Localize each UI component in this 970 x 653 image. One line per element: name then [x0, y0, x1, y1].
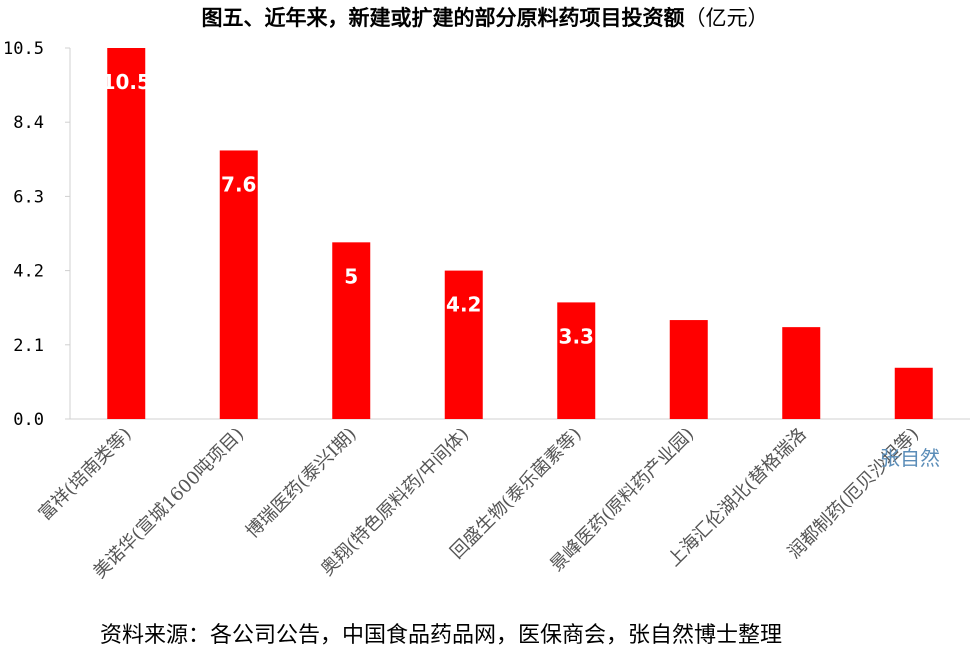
- bar: [669, 320, 708, 419]
- bar: [894, 367, 933, 419]
- chart-title-main: 图五、近年来，新建或扩建的部分原料药项目投资额: [201, 6, 685, 30]
- x-category-label: 富祥(培南类等): [35, 424, 136, 525]
- bar-data-label: 7.6: [221, 172, 256, 196]
- chart-axes: [69, 48, 970, 420]
- y-tick-label: 2.1: [13, 336, 44, 356]
- x-category-label: 润都制药(厄贝沙坦等): [784, 424, 923, 563]
- chart-title-unit: （亿元）: [684, 6, 769, 30]
- y-tick-label: 0.0: [13, 410, 44, 430]
- bar: [782, 327, 821, 419]
- data-labels: 10.5 7.6 5 4.2 3.3: [102, 70, 594, 348]
- bar-series: [107, 48, 933, 419]
- bar: [332, 242, 371, 419]
- y-tick-label: 8.4: [13, 113, 44, 133]
- source-note: 资料来源：各公司公告，中国食品药品网，医保商会，张自然博士整理: [100, 623, 783, 648]
- bar-data-label: 10.5: [102, 70, 151, 94]
- bar: [107, 48, 146, 419]
- category-labels: 富祥(培南类等)美诺华(宣城1600吨项目)博瑞医药(泰兴I期)奥翔(特色原料药…: [35, 424, 924, 583]
- x-category-label: 博瑞医药(泰兴I期): [242, 424, 361, 543]
- bar: [219, 150, 258, 419]
- y-tick-label: 4.2: [13, 262, 44, 282]
- bar-data-label: 3.3: [559, 324, 594, 348]
- watermark-text: 张自然: [880, 446, 940, 470]
- bar: [557, 302, 596, 419]
- chart-title: 图五、近年来，新建或扩建的部分原料药项目投资额（亿元）: [0, 2, 970, 32]
- y-axis-ticks: 0.0 2.1 4.2 6.3 8.4 10.5: [3, 39, 70, 430]
- y-tick-label: 10.5: [3, 39, 44, 59]
- y-tick-label: 6.3: [13, 187, 44, 207]
- bar-data-label: 4.2: [446, 293, 481, 317]
- bar-data-label: 5: [344, 264, 358, 288]
- bar: [444, 270, 483, 419]
